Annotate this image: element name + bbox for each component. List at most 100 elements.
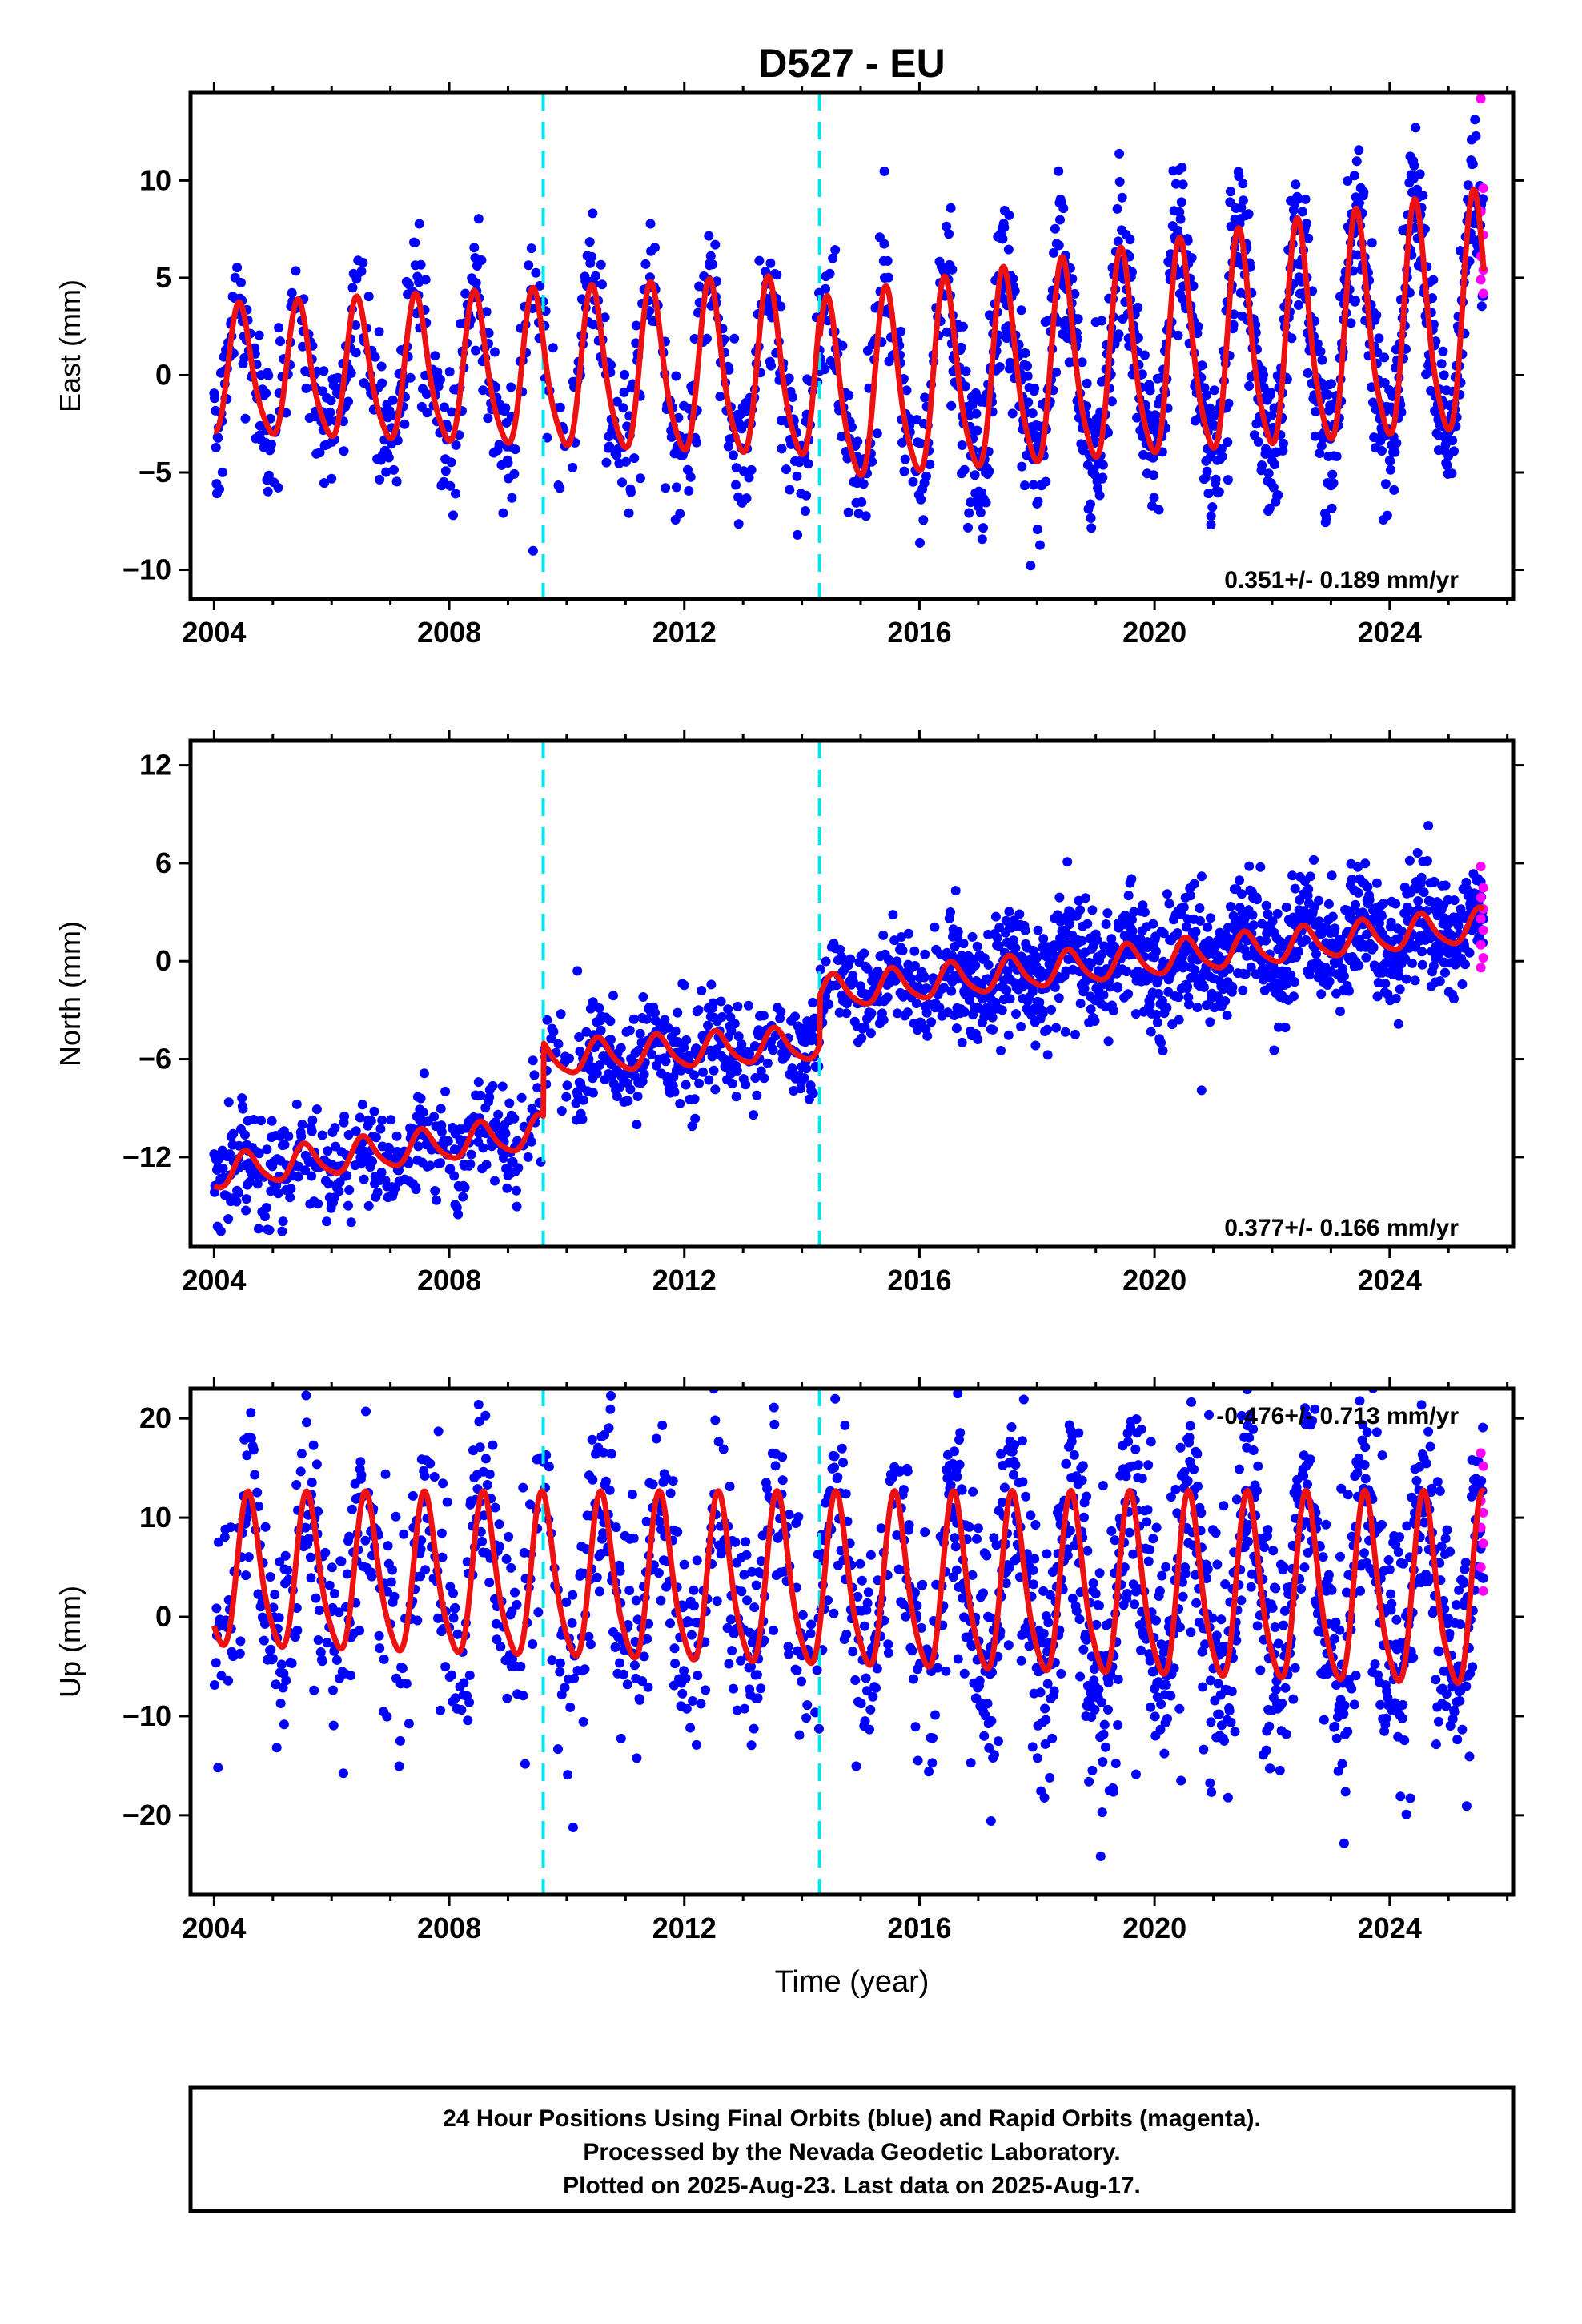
y-tick-label: 5 (155, 261, 171, 294)
data-point (347, 283, 358, 293)
data-point (972, 425, 982, 436)
data-point (860, 1022, 870, 1032)
data-point (315, 1647, 326, 1657)
data-point (777, 1475, 788, 1486)
data-point (275, 336, 285, 347)
data-point (301, 383, 311, 393)
data-point (501, 1554, 512, 1564)
data-point (464, 1670, 475, 1680)
data-point (622, 421, 632, 432)
data-point (491, 1618, 501, 1629)
data-point (234, 1140, 244, 1151)
data-point (669, 1087, 680, 1097)
data-point (883, 272, 893, 283)
data-point (1058, 203, 1069, 214)
data-point (797, 1610, 808, 1620)
data-point (346, 368, 356, 378)
data-point (820, 364, 830, 375)
data-point (837, 340, 848, 351)
data-point (1418, 191, 1428, 201)
data-point (399, 1529, 409, 1539)
data-point (837, 1443, 847, 1454)
data-point (242, 1450, 252, 1461)
data-point (279, 1140, 290, 1150)
y-tick-label: −10 (122, 553, 171, 586)
data-point (1304, 970, 1315, 980)
data-point (516, 1661, 526, 1671)
data-point (1203, 489, 1214, 499)
data-point (1042, 1024, 1053, 1035)
data-point (592, 1572, 602, 1582)
data-point (328, 1720, 339, 1731)
data-point (1327, 870, 1337, 881)
y-tick-label: 6 (155, 846, 171, 879)
data-point (578, 1716, 588, 1727)
data-point (306, 1573, 316, 1583)
data-point (478, 385, 488, 396)
data-point (882, 992, 893, 1003)
data-point (261, 1203, 271, 1212)
data-point (1214, 487, 1224, 497)
data-point (451, 440, 461, 450)
data-point (376, 361, 387, 372)
data-point (260, 1522, 271, 1532)
data-point (975, 508, 986, 517)
data-point (1377, 911, 1387, 921)
data-point (256, 1116, 267, 1126)
data-point (492, 1634, 502, 1645)
data-point (440, 466, 451, 476)
data-point (1077, 935, 1087, 946)
data-point (838, 1458, 848, 1468)
data-point (909, 946, 920, 956)
data-point (657, 1420, 668, 1430)
data-point (438, 1478, 448, 1489)
data-point (732, 1066, 742, 1076)
data-point (1075, 999, 1086, 1009)
data-point (639, 1069, 649, 1080)
data-point (436, 1127, 447, 1137)
data-point (1261, 935, 1271, 946)
data-point (356, 266, 367, 276)
x-tick-label: 2016 (887, 1264, 951, 1297)
data-point (665, 1488, 676, 1498)
rapid-point (1478, 288, 1488, 299)
data-point (685, 1723, 696, 1733)
data-point (254, 1590, 264, 1600)
data-point (1183, 992, 1194, 1003)
data-point (1378, 899, 1388, 909)
data-point (793, 1512, 804, 1522)
data-point (574, 1032, 584, 1042)
data-point (917, 1579, 928, 1590)
data-point (1146, 1027, 1156, 1037)
data-point (1359, 187, 1369, 197)
data-point (484, 1092, 495, 1102)
data-point (1030, 383, 1040, 393)
data-point (1270, 460, 1279, 470)
data-point (908, 476, 918, 487)
data-point (429, 1112, 440, 1122)
data-point (950, 1533, 960, 1543)
data-point (867, 456, 877, 467)
data-point (1380, 979, 1391, 989)
rapid-point (1476, 939, 1486, 950)
data-point (1060, 1027, 1070, 1037)
data-point (594, 1060, 604, 1071)
data-point (311, 1459, 322, 1470)
data-point (588, 1474, 598, 1485)
data-point (1324, 976, 1335, 987)
data-point (1416, 872, 1427, 883)
data-point (756, 1556, 766, 1566)
data-point (1114, 148, 1125, 159)
data-point (1349, 171, 1359, 181)
data-point (584, 1631, 594, 1642)
data-point (800, 506, 810, 516)
data-point (509, 468, 520, 479)
data-point (1086, 523, 1097, 533)
data-point (612, 396, 622, 407)
data-point (769, 1402, 779, 1413)
data-point (956, 1377, 966, 1386)
data-point (302, 1417, 311, 1428)
data-point (564, 1053, 574, 1063)
